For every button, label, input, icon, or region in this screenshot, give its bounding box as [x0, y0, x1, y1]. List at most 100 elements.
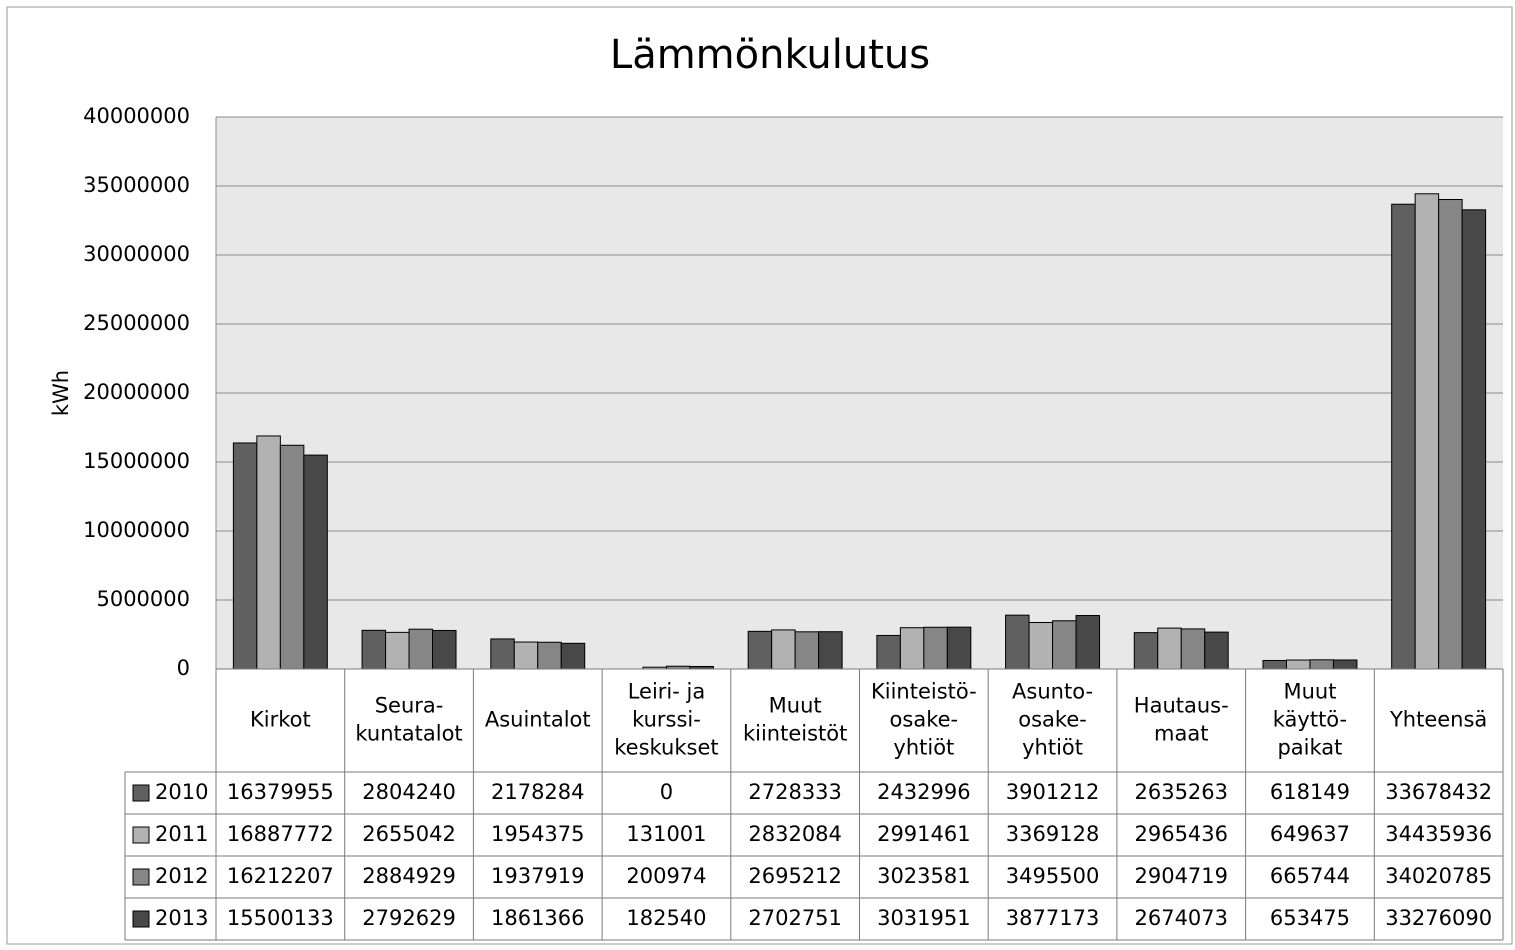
table-value: 16379955: [227, 780, 334, 804]
x-tick-label: Asunto-: [1012, 680, 1093, 704]
y-tick-label: 5000000: [96, 587, 190, 611]
x-tick-label: Seura-: [375, 694, 444, 718]
y-tick-label: 30000000: [83, 242, 190, 266]
bar: [946, 626, 972, 670]
x-tick-label: Yhteensä: [1389, 708, 1487, 732]
table-value: 3031951: [877, 906, 971, 930]
legend-swatch: [132, 868, 150, 886]
bar: [818, 631, 843, 670]
bar: [1438, 199, 1463, 670]
table-value: 2991461: [877, 822, 971, 846]
table-value: 653475: [1270, 906, 1350, 930]
bar: [232, 442, 258, 670]
table-value: 3023581: [877, 864, 971, 888]
table-value: 1861366: [491, 906, 585, 930]
x-tick-label: kuntatalot: [355, 722, 462, 746]
legend-swatch: [132, 784, 150, 802]
legend-label: 2010: [155, 780, 208, 804]
x-tick-label: käyttö-: [1273, 708, 1347, 732]
y-axis-label: kWh: [49, 370, 73, 416]
x-tick-label: Kirkot: [250, 708, 311, 732]
table-value: 618149: [1270, 780, 1350, 804]
table-value: 2432996: [877, 780, 971, 804]
table-value: 2965436: [1134, 822, 1228, 846]
x-tick-label: osake-: [1018, 708, 1087, 732]
bar: [747, 630, 773, 670]
table-value: 34020785: [1385, 864, 1492, 888]
table-value: 33678432: [1385, 780, 1492, 804]
bar: [1157, 627, 1182, 670]
y-tick-label: 20000000: [83, 380, 190, 404]
x-tick-label: maat: [1154, 722, 1208, 746]
bar: [1414, 193, 1440, 670]
table-value: 200974: [626, 864, 706, 888]
table-value: 2728333: [748, 780, 842, 804]
x-tick-label: Hautaus-: [1134, 694, 1229, 718]
bar: [490, 638, 515, 670]
bar: [1204, 631, 1229, 670]
table-value: 15500133: [227, 906, 334, 930]
y-tick-label: 35000000: [83, 173, 190, 197]
table-value: 649637: [1270, 822, 1350, 846]
x-tick-label: Leiri- ja: [628, 680, 706, 704]
table-value: 3495500: [1006, 864, 1100, 888]
table-value: 2832084: [748, 822, 842, 846]
table-value: 2792629: [362, 906, 456, 930]
table-value: 16887772: [227, 822, 334, 846]
table-value: 1937919: [491, 864, 585, 888]
bar: [1332, 659, 1358, 670]
x-tick-label: paikat: [1277, 736, 1342, 760]
bar: [1285, 659, 1311, 670]
bar: [1005, 614, 1030, 670]
legend-label: 2013: [155, 906, 208, 930]
table-value: 2178284: [491, 780, 585, 804]
bar: [899, 627, 925, 670]
table-value: 0: [660, 780, 673, 804]
legend-swatch: [132, 910, 150, 928]
x-tick-label: Asuintalot: [485, 708, 591, 732]
x-tick-label: Muut: [769, 694, 822, 718]
bar: [560, 642, 586, 670]
y-tick-label: 25000000: [83, 311, 190, 335]
y-tick-label: 10000000: [83, 518, 190, 542]
bar: [361, 629, 387, 670]
bar: [1052, 620, 1077, 670]
bar: [408, 628, 434, 670]
bar: [794, 631, 820, 670]
y-tick-label: 40000000: [83, 104, 190, 128]
table-value: 3369128: [1006, 822, 1100, 846]
bar: [1461, 209, 1487, 670]
y-tick-label: 0: [177, 656, 190, 680]
x-tick-label: yhtiöt: [1022, 736, 1083, 760]
bar: [1391, 203, 1416, 670]
legend-label: 2012: [155, 864, 208, 888]
bar: [303, 454, 328, 670]
bar: [876, 634, 901, 670]
bar: [1262, 659, 1287, 670]
bar: [1133, 632, 1159, 670]
table-value: 2655042: [362, 822, 456, 846]
bar: [432, 629, 457, 670]
bar: [385, 631, 410, 670]
table-value: 2674073: [1134, 906, 1228, 930]
bar: [1180, 628, 1206, 670]
table-value: 182540: [626, 906, 706, 930]
bar: [279, 444, 305, 670]
x-tick-label: Kiinteistö-: [871, 680, 977, 704]
table-value: 33276090: [1385, 906, 1492, 930]
table-value: 2702751: [748, 906, 842, 930]
bar: [256, 435, 281, 670]
table-value: 131001: [626, 822, 706, 846]
table-value: 1954375: [491, 822, 585, 846]
bar: [1075, 614, 1101, 670]
table-value: 2884929: [362, 864, 456, 888]
bar: [513, 641, 539, 670]
x-tick-label: kurssi-: [632, 708, 701, 732]
legend-label: 2011: [155, 822, 208, 846]
table-value: 34435936: [1385, 822, 1492, 846]
bar: [537, 641, 562, 670]
x-tick-label: kiinteistöt: [743, 722, 847, 746]
table-value: 3901212: [1006, 780, 1100, 804]
x-tick-label: Muut: [1283, 680, 1336, 704]
